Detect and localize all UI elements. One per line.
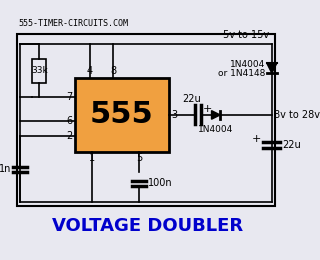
Text: 1N4004: 1N4004 xyxy=(198,125,234,134)
Text: 4: 4 xyxy=(87,66,93,76)
Text: 8: 8 xyxy=(110,66,116,76)
Text: +: + xyxy=(252,134,261,144)
Text: 8v to 28v: 8v to 28v xyxy=(274,110,320,120)
Text: 2: 2 xyxy=(67,131,73,141)
Text: VOLTAGE DOUBLER: VOLTAGE DOUBLER xyxy=(52,217,244,236)
Text: 5v to 15v: 5v to 15v xyxy=(223,30,269,41)
Text: 555-TIMER-CIRCUITS.COM: 555-TIMER-CIRCUITS.COM xyxy=(19,20,129,28)
Bar xyxy=(17,34,275,206)
Text: 22u: 22u xyxy=(182,94,201,104)
Polygon shape xyxy=(212,110,220,119)
Polygon shape xyxy=(267,63,277,73)
Bar xyxy=(75,78,169,152)
Text: 1N4004: 1N4004 xyxy=(230,60,265,69)
Text: 6: 6 xyxy=(67,116,73,126)
Text: 5: 5 xyxy=(136,153,142,163)
Text: 555: 555 xyxy=(90,100,154,129)
Text: 1: 1 xyxy=(89,153,95,163)
Text: 100n: 100n xyxy=(148,178,172,188)
Bar xyxy=(32,58,46,83)
Text: 22u: 22u xyxy=(282,140,301,150)
Text: 3: 3 xyxy=(171,110,177,120)
Text: 33k: 33k xyxy=(31,66,48,75)
Text: 7: 7 xyxy=(67,92,73,102)
Text: 1n: 1n xyxy=(0,164,12,174)
Text: or 1N4148: or 1N4148 xyxy=(218,69,265,78)
Text: +: + xyxy=(203,104,212,114)
